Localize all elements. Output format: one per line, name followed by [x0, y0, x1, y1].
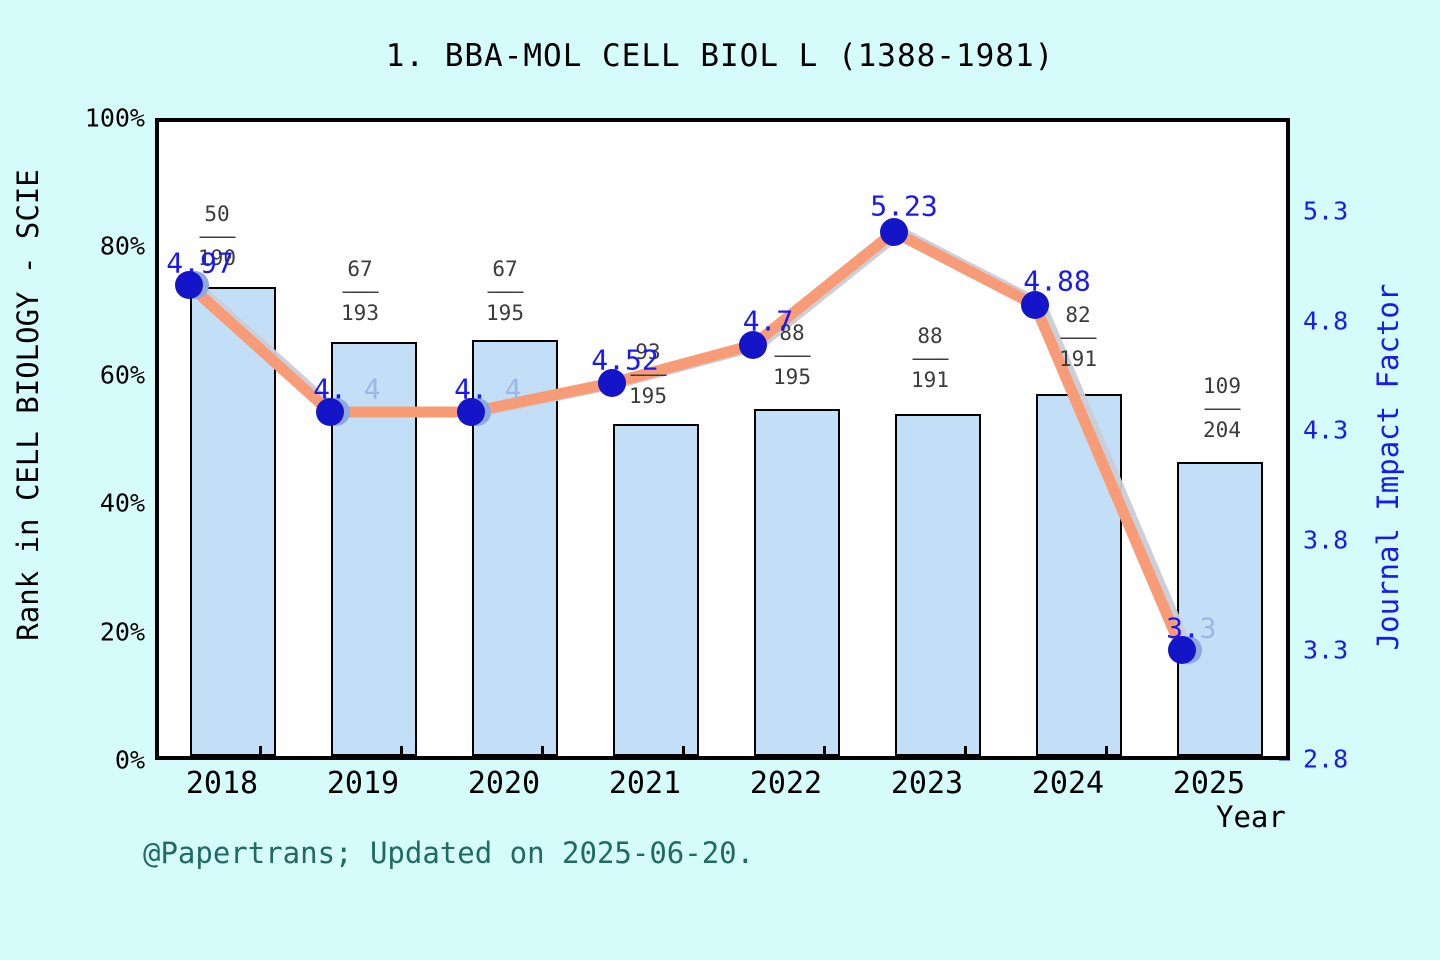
y-axis-left-tick-80: 80%	[99, 231, 145, 261]
y-axis-right-tick-33: 3.3	[1303, 635, 1349, 665]
x-axis-tickmark	[964, 746, 967, 760]
x-axis-tickmark	[1105, 746, 1108, 760]
x-axis-label-2018: 2018	[185, 766, 259, 801]
y-axis-right-tick-48: 4.8	[1303, 306, 1349, 336]
x-axis-tickmark	[259, 746, 262, 760]
if-value-2018: 4.97	[166, 246, 234, 280]
rank-divider: ———	[487, 279, 524, 304]
rank-fraction-2021: 93 ——— 195	[629, 341, 667, 407]
if-value-2021: 4.52	[591, 343, 659, 377]
if-value-2022: 4.7	[742, 304, 794, 338]
y-axis-left-tick-20: 20%	[99, 617, 145, 647]
x-axis-label-2025: 2025	[1172, 766, 1246, 801]
if-value-2020-overlap: 4	[504, 372, 522, 406]
rank-denominator: 195	[773, 365, 811, 390]
rank-denominator: 204	[1203, 418, 1241, 443]
if-value-2019-overlap: 4	[363, 372, 381, 406]
x-axis-label-2019: 2019	[326, 766, 400, 801]
rank-numerator: 67	[347, 257, 373, 281]
chart-title: 1. BBA-MOL CELL BIOL L (1388-1981)	[385, 38, 1055, 74]
x-axis-tickmark	[400, 746, 403, 760]
rank-numerator: 88	[917, 324, 943, 348]
y-axis-left-title: Rank in CELL BIOLOGY - SCIE	[11, 169, 45, 641]
rank-fraction-2018: 50 ——— 190	[198, 203, 236, 269]
rank-fraction-2019: 67 ——— 193	[341, 258, 379, 324]
rank-fraction-2024: 82 ——— 191	[1059, 304, 1097, 370]
y-axis-right-tick-43: 4.3	[1303, 415, 1349, 445]
y-axis-right-tick-28: 2.8	[1303, 744, 1349, 774]
rank-fraction-2022: 88 ——— 195	[773, 322, 811, 388]
rank-divider: ———	[774, 343, 811, 368]
rank-numerator: 109	[1203, 374, 1241, 398]
x-axis-tickmark	[682, 746, 685, 760]
y-axis-right-tick-53: 5.3	[1303, 196, 1349, 226]
y-axis-left-tick-0: 0%	[114, 745, 145, 775]
rank-divider: ———	[630, 362, 667, 387]
y-axis-right-title: Journal Impact Factor	[1371, 283, 1405, 651]
rank-denominator: 190	[198, 246, 236, 271]
rank-divider: ———	[1204, 396, 1241, 421]
if-value-2019: 4.	[313, 372, 347, 406]
if-value-2024: 4.88	[1023, 264, 1091, 298]
rank-divider: ———	[1060, 325, 1097, 350]
x-axis-label-2021: 2021	[608, 766, 682, 801]
x-axis-label-2022: 2022	[749, 766, 823, 801]
bar-2021	[613, 423, 699, 756]
x-axis-label-2020: 2020	[467, 766, 541, 801]
rank-denominator: 195	[629, 384, 667, 409]
y-axis-left-tick-40: 40%	[99, 488, 145, 518]
bar-2018	[190, 286, 276, 756]
rank-numerator: 82	[1065, 303, 1091, 327]
if-value-2025-overlap: 3	[1199, 611, 1217, 645]
if-value-2025: 3.	[1166, 611, 1200, 645]
rank-numerator: 50	[204, 202, 230, 226]
if-value-2020: 4.	[454, 372, 488, 406]
footer-credit: @Papertrans; Updated on 2025-06-20.	[143, 836, 755, 870]
rank-numerator: 93	[635, 340, 661, 364]
rank-numerator: 88	[779, 321, 805, 345]
rank-divider: ———	[342, 279, 379, 304]
bar-2024	[1036, 394, 1122, 756]
rank-divider: ———	[912, 346, 949, 371]
bar-2025	[1177, 461, 1263, 756]
rank-fraction-2020: 67 ——— 195	[486, 258, 524, 324]
y-axis-right-tick-38: 3.8	[1303, 525, 1349, 555]
x-axis-label-2023: 2023	[890, 766, 964, 801]
y-axis-left-tick-60: 60%	[99, 360, 145, 390]
bar-2023	[895, 414, 981, 756]
if-value-2023: 5.23	[870, 189, 938, 223]
x-axis-tickmark	[541, 746, 544, 760]
y-axis-left-tick-100: 100%	[84, 103, 145, 133]
rank-denominator: 191	[1059, 347, 1097, 372]
x-axis-title: Year	[1216, 800, 1286, 834]
bar-2022	[754, 408, 840, 756]
rank-numerator: 67	[492, 257, 518, 281]
rank-fraction-2025: 109 ——— 204	[1203, 375, 1241, 441]
rank-fraction-2023: 88 ——— 191	[911, 325, 949, 391]
plot-area	[155, 118, 1290, 760]
rank-divider: ———	[199, 224, 236, 249]
x-axis-label-2024: 2024	[1031, 766, 1105, 801]
rank-denominator: 195	[486, 301, 524, 326]
x-axis-tickmark	[823, 746, 826, 760]
rank-denominator: 193	[341, 301, 379, 326]
rank-denominator: 191	[911, 368, 949, 393]
